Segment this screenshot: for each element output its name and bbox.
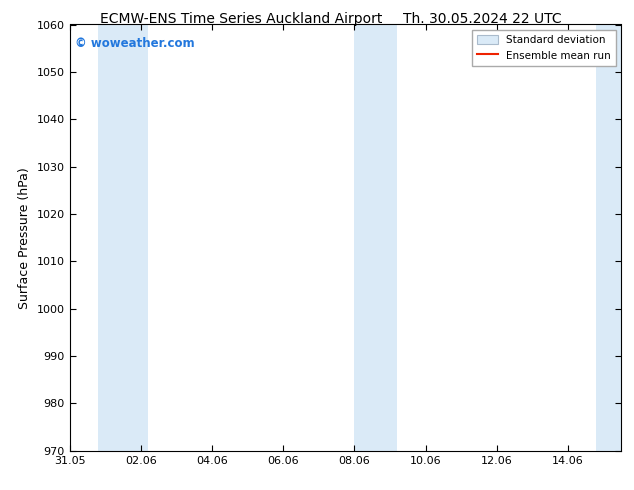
Text: ECMW-ENS Time Series Auckland Airport: ECMW-ENS Time Series Auckland Airport — [100, 12, 382, 26]
Legend: Standard deviation, Ensemble mean run: Standard deviation, Ensemble mean run — [472, 30, 616, 66]
Text: Th. 30.05.2024 22 UTC: Th. 30.05.2024 22 UTC — [403, 12, 561, 26]
Text: © woweather.com: © woweather.com — [75, 37, 195, 50]
Bar — [354, 24, 397, 451]
Bar — [597, 24, 621, 451]
Y-axis label: Surface Pressure (hPa): Surface Pressure (hPa) — [18, 167, 31, 309]
Bar — [98, 24, 148, 451]
